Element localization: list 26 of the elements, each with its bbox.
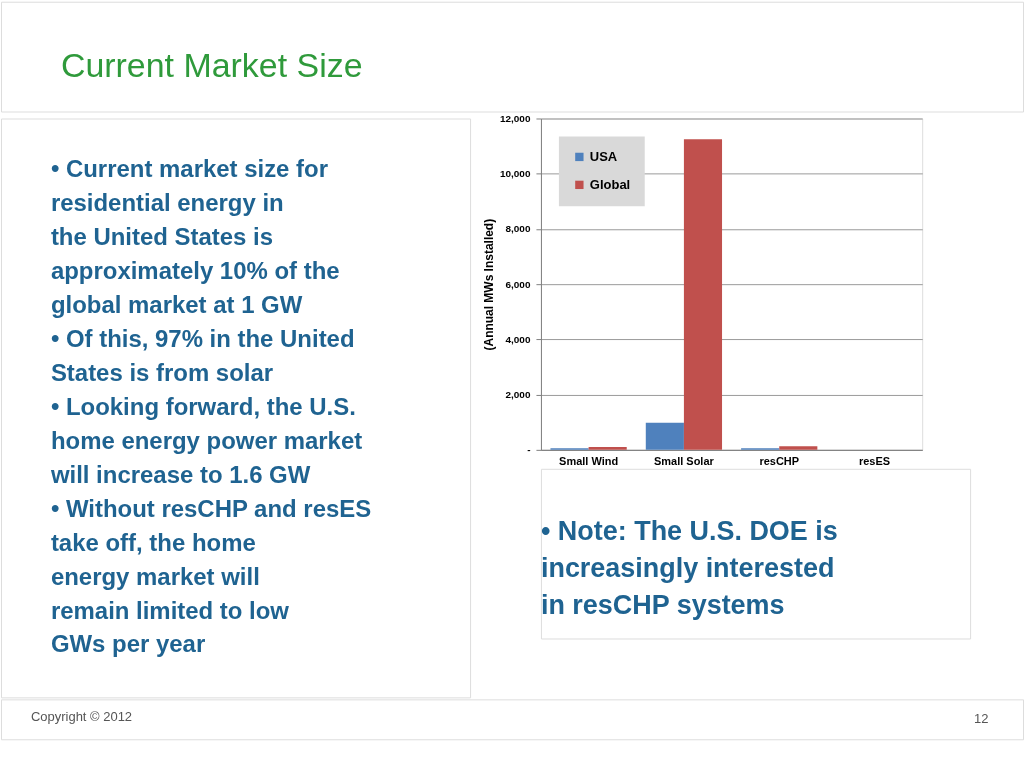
y-tick-label: 12,000 (499, 112, 531, 124)
text: Copyright © 2012 (30, 709, 133, 725)
text: Current Market Size (60, 45, 363, 84)
x-tick-label: Small Solar (654, 455, 715, 468)
text: 12 (974, 711, 989, 727)
text: • Of this, 97% in the United States is from solar (50, 325, 355, 386)
legend-label: Global (589, 176, 631, 192)
y-tick-label: 4,000 (505, 333, 531, 345)
bar (779, 446, 818, 450)
y-tick-label: 2,000 (505, 389, 531, 401)
legend-label: USA (589, 148, 618, 164)
x-tick-label: resES (858, 455, 891, 468)
text: • Without resCHP and resES take off, the home energy market will remain limited to low GWs per year (50, 494, 372, 658)
text: • Note: The U.S. DOE is increasingly interested in resCHP systems (540, 515, 838, 620)
text: • Looking forward, the U.S. home energy power market will increase to 1.6 GW (49, 392, 363, 488)
y-tick-label: 6,000 (505, 278, 531, 290)
y-tick-label: 10,000 (499, 168, 531, 180)
y-tick-label: 8,000 (505, 223, 531, 235)
y-tick-label: - (527, 444, 531, 456)
x-tick-label: resCHP (759, 455, 800, 468)
bar (645, 422, 684, 450)
bar (588, 447, 627, 450)
bar (683, 139, 723, 450)
y-axis-title: (Annual MWs Installed) (481, 218, 496, 351)
x-tick-label: Small Wind (559, 455, 619, 468)
text: • Current market size for residential energy in the United States is approximately 10% of the global market at 1 GW (50, 155, 340, 319)
